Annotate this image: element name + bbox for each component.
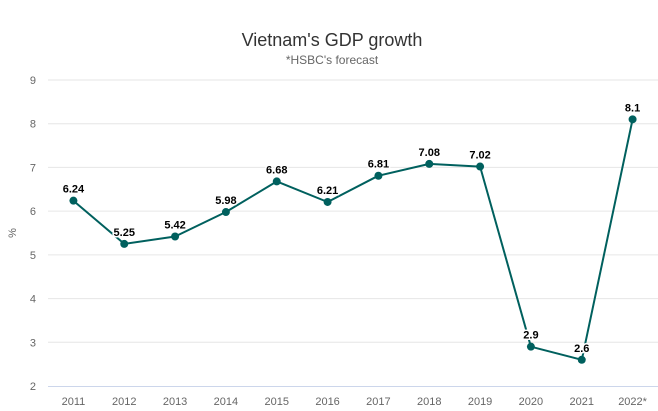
data-label-2015: 6.68 <box>266 164 287 176</box>
x-tick-label: 2016 <box>315 396 339 408</box>
y-tick-label: 3 <box>30 337 36 349</box>
data-label-2020: 2.9 <box>523 330 538 342</box>
y-tick-label: 2 <box>30 381 36 393</box>
x-tick-label: 2019 <box>468 396 492 408</box>
data-label-2014: 5.98 <box>215 195 236 207</box>
data-label-2021: 2.6 <box>574 343 589 355</box>
y-axis: 2 3 4 5 6 7 8 9 <box>30 75 36 393</box>
x-tick-label: 2012 <box>112 396 136 408</box>
data-point-2022*[interactable] <box>628 115 637 124</box>
data-label-2011: 6.24 <box>63 184 85 196</box>
data-label-2013: 5.42 <box>164 219 185 231</box>
data-point-2011[interactable] <box>69 196 78 205</box>
x-tick-label: 2015 <box>265 396 289 408</box>
x-tick-label: 2022* <box>618 396 647 408</box>
data-labels: 6.24 5.25 5.42 5.98 6.68 6.21 6.81 7.08 7.02 2.9 2… <box>61 101 642 356</box>
data-label-2016: 6.21 <box>317 185 338 197</box>
x-tick-label: 2018 <box>417 396 441 408</box>
x-axis: 2011 2012 2013 2014 2015 2016 2017 2018 2019 2020… <box>48 386 658 408</box>
data-point-2014[interactable] <box>221 208 230 217</box>
data-label-2022*: 8.1 <box>625 102 640 114</box>
y-axis-label: % <box>7 228 19 238</box>
x-tick-label: 2020 <box>519 396 543 408</box>
series-layer <box>69 115 637 364</box>
y-tick-label: 4 <box>30 294 36 306</box>
data-label-2018: 7.08 <box>419 147 440 159</box>
data-point-2017[interactable] <box>374 171 383 180</box>
data-point-2016[interactable] <box>323 197 332 206</box>
data-point-2013[interactable] <box>171 232 180 241</box>
x-tick-label: 2021 <box>570 396 594 408</box>
x-tick-label: 2011 <box>62 396 86 408</box>
x-tick-label: 2013 <box>163 396 187 408</box>
y-tick-label: 5 <box>30 250 36 262</box>
y-tick-label: 9 <box>30 75 36 87</box>
series-line <box>72 118 634 361</box>
data-point-2021[interactable] <box>577 355 586 364</box>
x-tick-label: 2017 <box>366 396 390 408</box>
x-tick-label: 2014 <box>214 396 238 408</box>
data-label-2012: 5.25 <box>114 227 135 239</box>
data-point-2019[interactable] <box>476 162 485 171</box>
data-label-2019: 7.02 <box>469 150 490 162</box>
data-point-2018[interactable] <box>425 159 434 168</box>
y-tick-label: 8 <box>30 119 36 131</box>
grid-lines <box>48 79 658 343</box>
chart-title: Vietnam's GDP growth <box>242 30 423 50</box>
data-point-2015[interactable] <box>272 177 281 186</box>
chart-subtitle: *HSBC's forecast <box>286 53 379 67</box>
y-tick-label: 6 <box>30 206 36 218</box>
y-tick-label: 7 <box>30 162 36 174</box>
data-point-2020[interactable] <box>526 342 535 351</box>
data-point-2012[interactable] <box>120 239 129 248</box>
data-label-2017: 6.81 <box>368 159 389 171</box>
